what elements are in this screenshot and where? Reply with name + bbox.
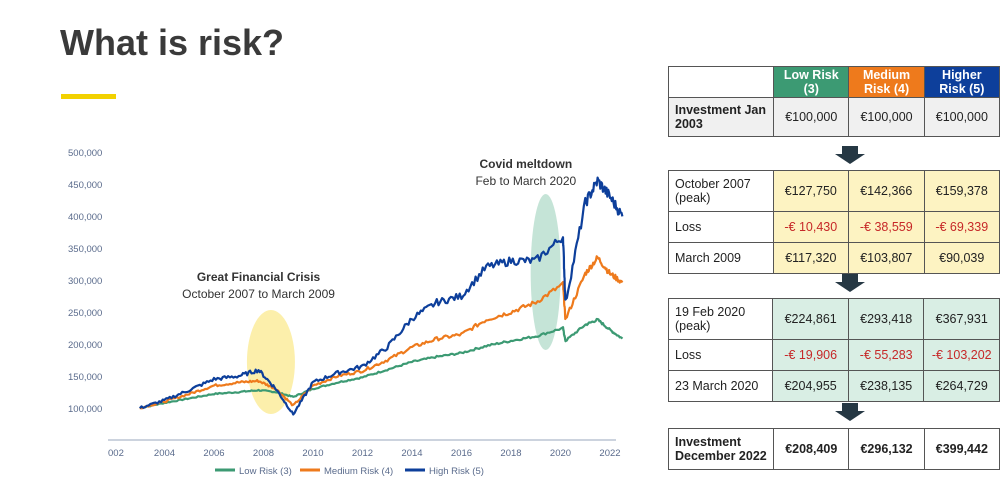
covid-loss-high: -€ 103,202: [923, 339, 1000, 371]
legend-label: Medium Risk (4): [324, 466, 393, 477]
covid-highlight: [530, 194, 561, 350]
page-title: What is risk?: [60, 22, 285, 63]
x-tick-label: 2016: [451, 448, 472, 459]
x-tick-label: 2018: [500, 448, 521, 459]
series-line: [139, 317, 624, 410]
table-block-covid: 19 Feb 2020 (peak) €224,861 €293,418 €36…: [667, 298, 1000, 402]
x-tick-label: 2006: [203, 448, 224, 459]
annotation-title: Covid meltdown: [480, 157, 573, 171]
gfc-peak-label: October 2007 (peak): [668, 170, 774, 212]
gfc-trough-high: €90,039: [923, 242, 1000, 274]
gfc-highlight: [246, 310, 295, 414]
annotation-subtitle: October 2007 to March 2009: [182, 287, 335, 301]
annotation-title: Great Financial Crisis: [197, 270, 321, 284]
row-label-invest-end: Investment December 2022: [667, 428, 775, 470]
covid-trough-medium: €238,135: [847, 370, 925, 402]
covid-loss-medium: -€ 55,283: [847, 339, 925, 371]
y-tick-label: 300,000: [68, 276, 102, 287]
annotation-subtitle: Feb to March 2020: [475, 174, 576, 188]
y-tick-label: 100,000: [68, 404, 102, 415]
header-medium-risk: Medium Risk (4): [848, 66, 925, 98]
gfc-trough-low: €117,320: [772, 242, 850, 274]
x-tick-label: 2020: [550, 448, 571, 459]
y-tick-label: 200,000: [68, 340, 102, 351]
covid-peak-low: €224,861: [772, 298, 849, 340]
x-tick-label: 2008: [253, 448, 274, 459]
covid-peak-high: €367,931: [923, 298, 1000, 340]
covid-trough-high: €264,729: [923, 370, 1000, 402]
gfc-peak-high: €159,378: [923, 170, 1000, 212]
x-tick-label: 2010: [302, 448, 323, 459]
invest-end-medium: €296,132: [848, 428, 925, 470]
header-empty-cell: [667, 66, 775, 98]
table-block-end: Investment December 2022 €208,409 €296,1…: [667, 428, 1000, 470]
gfc-loss-label: Loss: [668, 211, 774, 243]
legend-label: High Risk (5): [429, 466, 484, 477]
invest-start-medium: €100,000: [848, 97, 925, 137]
title-underline: [61, 94, 116, 99]
covid-loss-low: -€ 19,906: [772, 339, 849, 371]
x-tick-label: 2004: [154, 448, 175, 459]
y-tick-label: 150,000: [68, 372, 102, 383]
gfc-loss-low: -€ 10,430: [772, 211, 850, 243]
y-tick-label: 250,000: [68, 308, 102, 319]
y-tick-label: 400,000: [68, 212, 102, 223]
x-tick-label: 2022: [599, 448, 620, 459]
invest-end-high: €399,442: [923, 428, 1000, 470]
covid-trough-low: €204,955: [772, 370, 849, 402]
gfc-peak-low: €127,750: [772, 170, 850, 212]
row-label-invest-start: Investment Jan 2003: [667, 97, 775, 137]
gfc-loss-high: -€ 69,339: [923, 211, 1000, 243]
series-line: [139, 176, 624, 416]
covid-loss-label: Loss: [667, 339, 774, 371]
x-tick-label: 2014: [401, 448, 422, 459]
gfc-trough-medium: €103,807: [848, 242, 925, 274]
x-tick-label: 2012: [352, 448, 373, 459]
y-tick-label: 450,000: [68, 180, 102, 191]
header-low-risk: Low Risk (3): [773, 66, 850, 98]
gfc-loss-medium: -€ 38,559: [848, 211, 925, 243]
header-higher-risk: Higher Risk (5): [923, 66, 1000, 98]
risk-line-chart: 500,000 450,000 400,000 350,000 300,000 250,0…: [68, 148, 624, 477]
invest-start-low: €100,000: [773, 97, 850, 137]
covid-peak-medium: €293,418: [847, 298, 925, 340]
y-tick-label: 350,000: [68, 244, 102, 255]
invest-start-high: €100,000: [923, 97, 1000, 137]
legend-label: Low Risk (3): [239, 466, 292, 477]
covid-peak-label: 19 Feb 2020 (peak): [667, 298, 774, 340]
covid-trough-label: 23 March 2020: [667, 370, 774, 402]
y-tick-label: 500,000: [68, 148, 102, 159]
x-tick-label: 002: [108, 448, 124, 459]
gfc-peak-medium: €142,366: [848, 170, 925, 212]
table-block-gfc: October 2007 (peak) €127,750 €142,366 €1…: [668, 170, 1000, 274]
gfc-trough-label: March 2009: [668, 242, 774, 274]
series-line: [139, 255, 624, 410]
table-block-start: Low Risk (3) Medium Risk (4) Higher Risk…: [667, 66, 1000, 137]
invest-end-low: €208,409: [773, 428, 850, 470]
